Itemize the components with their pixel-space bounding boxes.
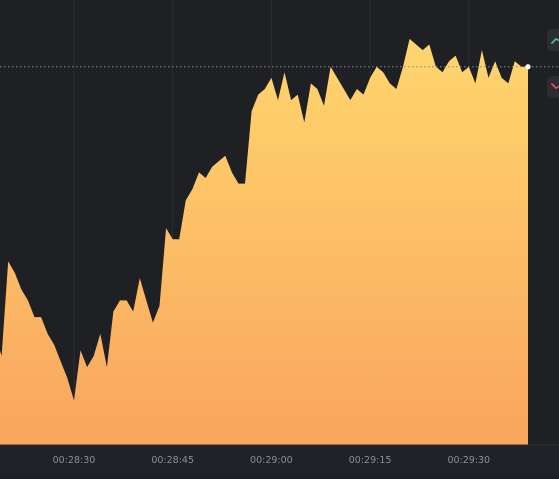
trend-up-icon [551, 35, 559, 45]
trade-down-button[interactable] [547, 76, 559, 98]
x-tick-label: 00:28:45 [151, 455, 194, 466]
trade-up-button[interactable] [547, 29, 559, 51]
x-axis-band [0, 445, 559, 475]
area-series [0, 38, 528, 445]
trend-down-icon [551, 82, 559, 92]
x-tick-label: 00:28:30 [53, 455, 96, 466]
x-tick-label: 00:29:00 [250, 455, 293, 466]
current-price-dot [525, 64, 531, 70]
x-tick-label: 00:29:15 [349, 455, 392, 466]
x-tick-label: 00:29:30 [447, 455, 490, 466]
